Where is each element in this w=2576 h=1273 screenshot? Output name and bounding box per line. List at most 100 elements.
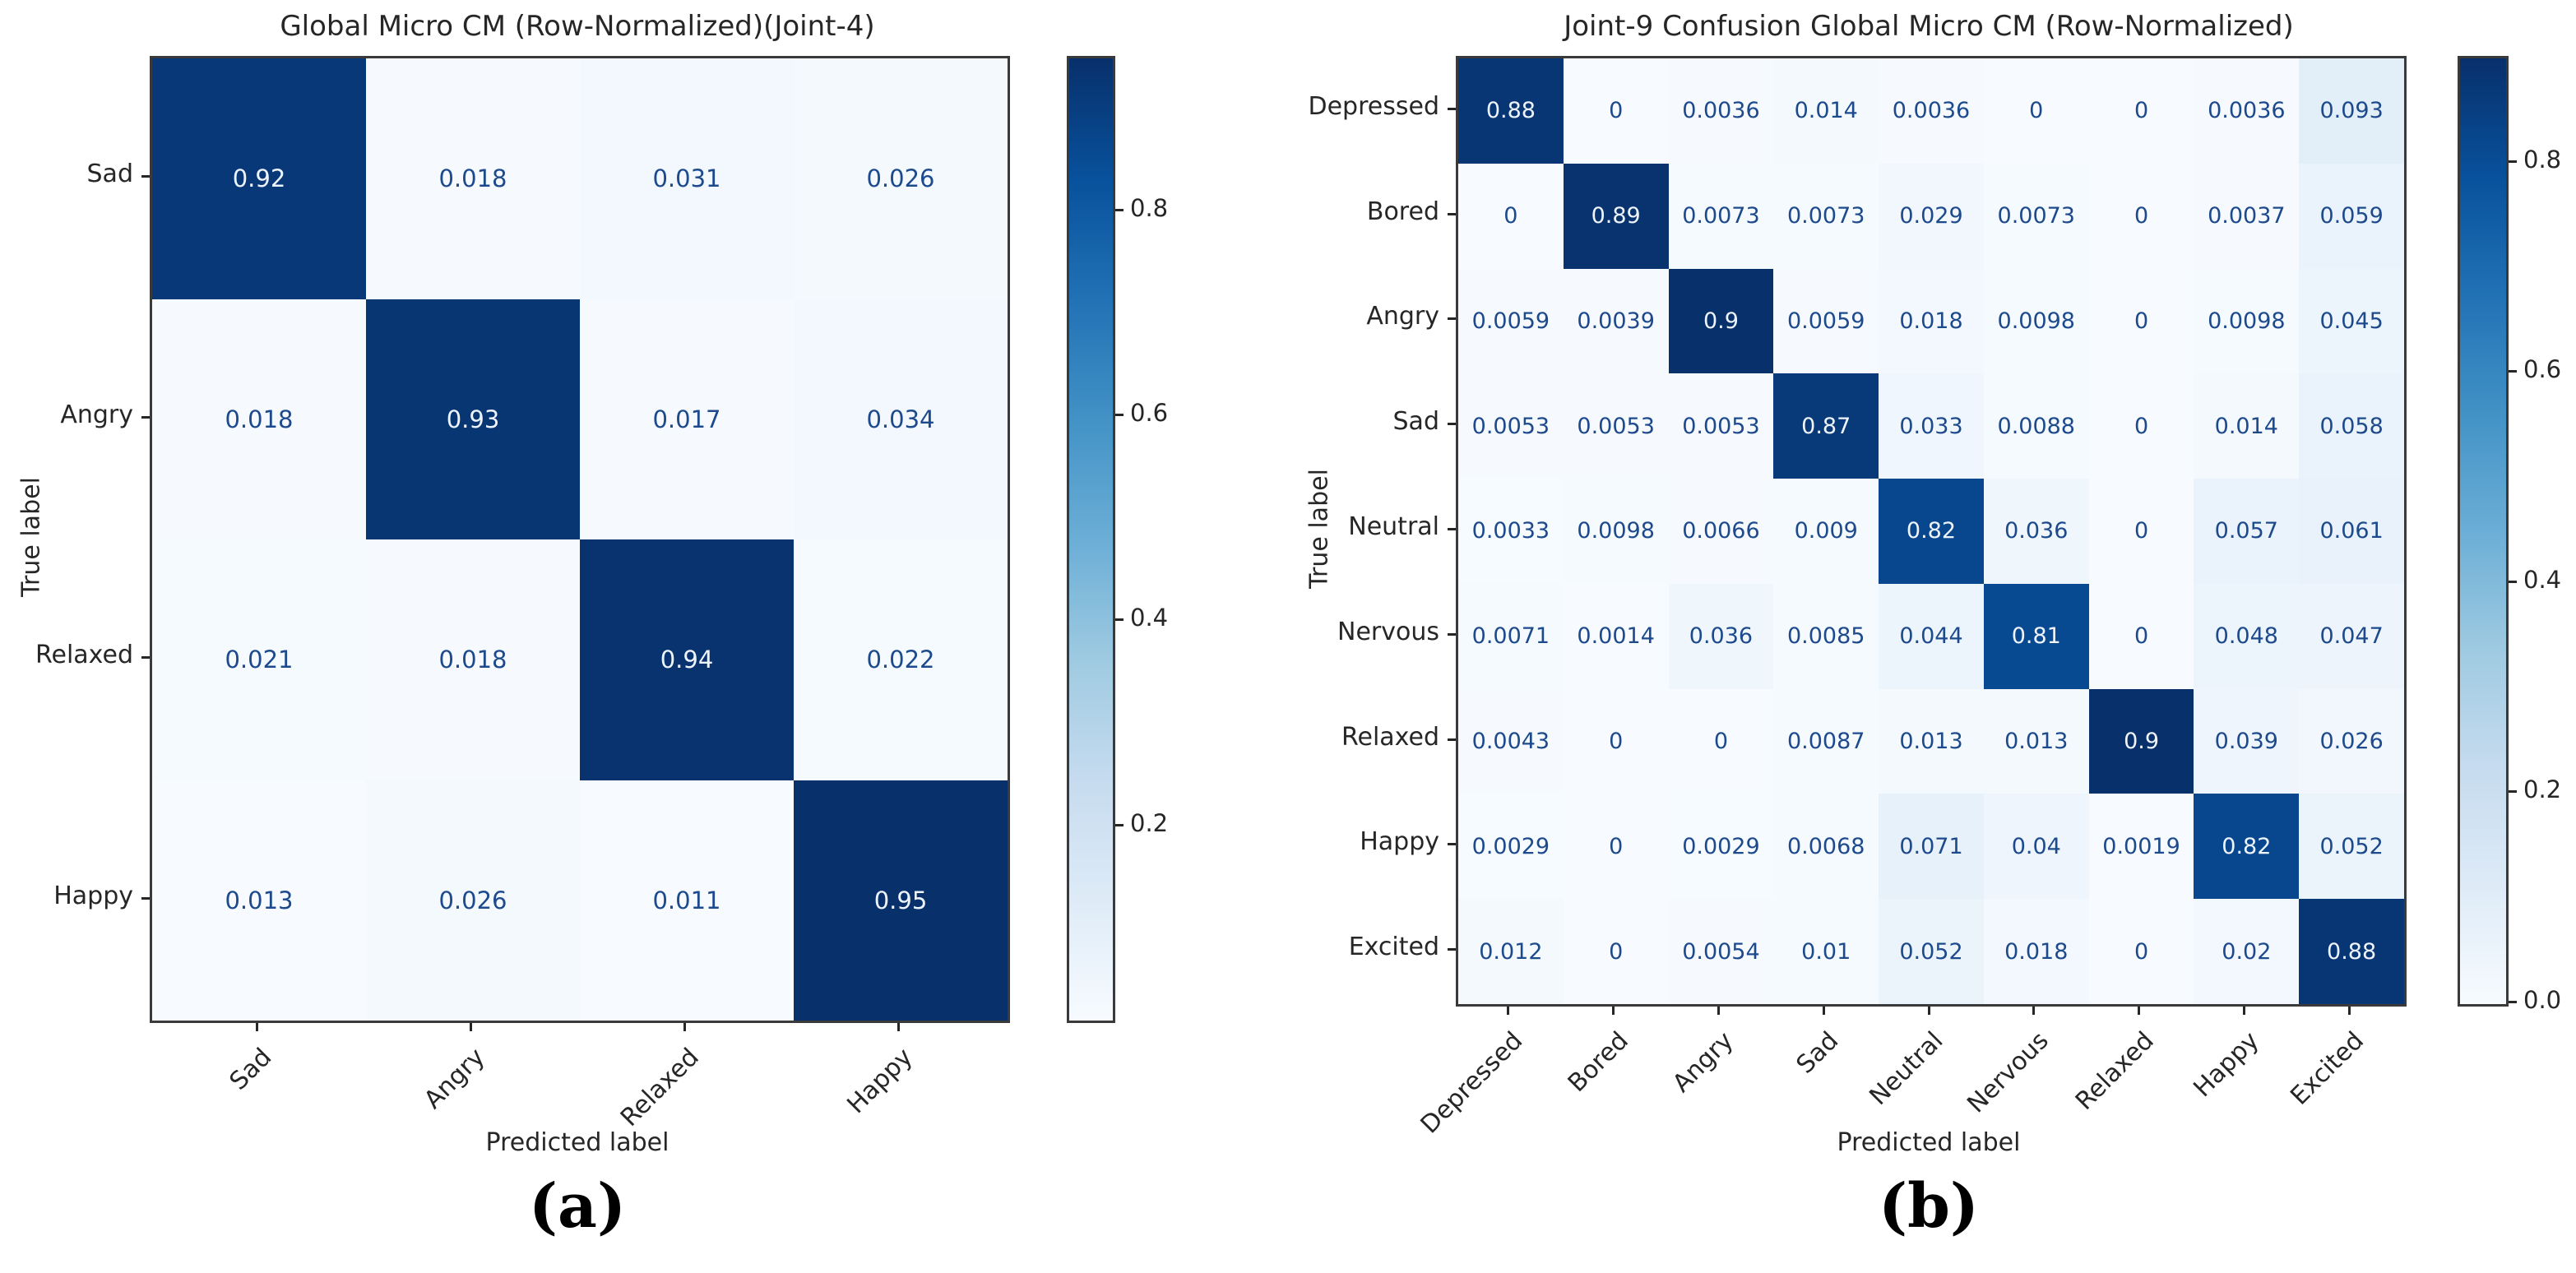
panel-a-colorbar — [1067, 56, 1115, 1023]
heatmap-cell: 0.0054 — [1668, 899, 1774, 1004]
heatmap-cell: 0.0087 — [1773, 688, 1879, 794]
y-tick-mark — [1448, 107, 1456, 110]
heatmap-cell: 0.0036 — [1668, 58, 1774, 164]
heatmap-cell: 0.047 — [2299, 583, 2404, 689]
heatmap-cell: 0.018 — [1879, 268, 1984, 374]
heatmap-cell: 0.009 — [1773, 479, 1879, 584]
y-tick-mark — [141, 175, 150, 178]
heatmap-cell: 0.0098 — [1563, 479, 1669, 584]
panel-b-caption: (b) — [1879, 1171, 1979, 1242]
y-tick-label: Neutral — [1348, 512, 1439, 541]
panel-b-heatmap: 0.88 0 0.0036 0.014 0.0036 0 0 0.0036 0.093 0 0.89… — [1456, 56, 2407, 1007]
colorbar-tick-mark — [1115, 823, 1124, 826]
heatmap-cell: 0.036 — [1668, 583, 1774, 689]
heatmap-cell: 0 — [2088, 899, 2194, 1004]
heatmap-cell: 0.0071 — [1458, 583, 1564, 689]
heatmap-cell: 0.071 — [1879, 794, 1984, 900]
x-tick-mark — [1612, 1007, 1615, 1015]
heatmap-cell: 0 — [2088, 373, 2194, 479]
heatmap-cell: 0.093 — [2299, 58, 2404, 164]
y-tick-label: Nervous — [1337, 617, 1439, 646]
x-tick-mark — [2347, 1007, 2351, 1015]
x-tick-mark — [1822, 1007, 1825, 1015]
heatmap-cell: 0.061 — [2299, 479, 2404, 584]
heatmap-cell: 0.04 — [1983, 794, 2089, 900]
y-tick-label: Relaxed — [1341, 722, 1439, 752]
colorbar-tick-mark — [1115, 208, 1124, 211]
heatmap-cell: 0.013 — [1983, 688, 2089, 794]
panel-b-title: Joint-9 Confusion Global Micro CM (Row-N… — [1564, 10, 2294, 43]
heatmap-cell: 0.0039 — [1563, 268, 1669, 374]
heatmap-cell: 0.034 — [794, 299, 1008, 539]
heatmap-cell: 0.0085 — [1773, 583, 1879, 689]
colorbar-tick-label: 0.4 — [1130, 604, 1169, 632]
heatmap-cell: 0 — [1458, 163, 1564, 269]
x-tick-label: Happy — [2187, 1026, 2265, 1104]
x-tick-mark — [897, 1023, 900, 1031]
heatmap-cell: 0.81 — [1983, 583, 2089, 689]
heatmap-cell: 0.0029 — [1668, 794, 1774, 900]
panel-a-caption: (a) — [529, 1171, 626, 1242]
colorbar-tick-mark — [1115, 414, 1124, 417]
heatmap-cell: 0.014 — [2194, 373, 2300, 479]
heatmap-cell: 0.0036 — [1879, 58, 1984, 164]
x-tick-label: Relaxed — [614, 1043, 705, 1132]
y-tick-mark — [141, 896, 150, 900]
y-tick-label: Angry — [1366, 302, 1439, 331]
heatmap-cell: 0 — [2088, 268, 2194, 374]
heatmap-cell: 0.0066 — [1668, 479, 1774, 584]
colorbar-tick-label: 0.2 — [2523, 775, 2562, 804]
heatmap-cell: 0.021 — [152, 539, 366, 780]
heatmap-cell: 0.0019 — [2088, 794, 2194, 900]
colorbar-tick-mark — [2509, 790, 2517, 794]
y-tick-mark — [1448, 843, 1456, 846]
heatmap-cell: 0.039 — [2194, 688, 2300, 794]
heatmap-cell: 0.018 — [366, 58, 580, 299]
y-tick-mark — [1448, 423, 1456, 426]
heatmap-cell: 0.026 — [794, 58, 1008, 299]
heatmap-cell: 0.026 — [366, 780, 580, 1021]
colorbar-tick-label: 0.6 — [2523, 355, 2562, 384]
x-tick-label: Excited — [2285, 1026, 2370, 1111]
heatmap-cell: 0.0053 — [1563, 373, 1669, 479]
heatmap-cell: 0 — [2088, 58, 2194, 164]
heatmap-cell: 0 — [2088, 163, 2194, 269]
y-tick-mark — [141, 656, 150, 660]
heatmap-cell: 0 — [1563, 688, 1669, 794]
heatmap-cell: 0.0088 — [1983, 373, 2089, 479]
heatmap-cell: 0.036 — [1983, 479, 2089, 584]
heatmap-cell: 0.0059 — [1773, 268, 1879, 374]
y-tick-label: Angry — [60, 400, 133, 429]
heatmap-cell: 0.0053 — [1458, 373, 1564, 479]
heatmap-cell: 0.033 — [1879, 373, 1984, 479]
x-tick-label: Sad — [224, 1043, 277, 1096]
y-tick-label: Sad — [1392, 407, 1439, 437]
colorbar-tick-mark — [2509, 1001, 2517, 1003]
heatmap-cell: 0.014 — [1773, 58, 1879, 164]
colorbar-tick-label: 0.8 — [1130, 193, 1169, 222]
colorbar-tick-label: 0.6 — [1130, 399, 1169, 428]
y-tick-label: Excited — [1348, 933, 1439, 962]
y-tick-mark — [1448, 738, 1456, 741]
heatmap-cell: 0.82 — [2194, 794, 2300, 900]
heatmap-cell: 0.88 — [1458, 58, 1564, 164]
heatmap-cell: 0.057 — [2194, 479, 2300, 584]
heatmap-cell: 0.011 — [580, 780, 794, 1021]
heatmap-cell: 0.018 — [1983, 899, 2089, 1004]
heatmap-cell: 0.0068 — [1773, 794, 1879, 900]
heatmap-cell: 0.029 — [1879, 163, 1984, 269]
x-tick-label: Relaxed — [2069, 1026, 2160, 1116]
x-tick-mark — [1507, 1007, 1510, 1015]
heatmap-cell: 0.048 — [2194, 583, 2300, 689]
heatmap-cell: 0.01 — [1773, 899, 1879, 1004]
heatmap-cell: 0.0073 — [1773, 163, 1879, 269]
heatmap-cell: 0.94 — [580, 539, 794, 780]
y-tick-mark — [1448, 317, 1456, 321]
heatmap-cell: 0.0073 — [1668, 163, 1774, 269]
heatmap-cell: 0.022 — [794, 539, 1008, 780]
heatmap-cell: 0.0037 — [2194, 163, 2300, 269]
heatmap-cell: 0.0033 — [1458, 479, 1564, 584]
heatmap-cell: 0.82 — [1879, 479, 1984, 584]
x-tick-mark — [1717, 1007, 1720, 1015]
heatmap-cell: 0.052 — [1879, 899, 1984, 1004]
